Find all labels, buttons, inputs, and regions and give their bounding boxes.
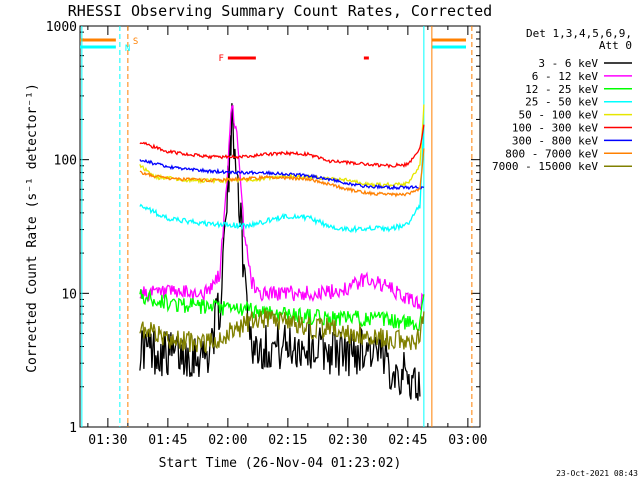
legend-entry-label: 300 - 800 keV [512, 134, 598, 147]
legend-entry-label: 6 - 12 keV [532, 70, 599, 83]
series-3-6-kev-line [139, 103, 421, 401]
marker-label: S [133, 37, 138, 47]
series-7000-15000-kev-line [139, 308, 425, 354]
y-tick-label: 10 [61, 287, 77, 302]
series-6-12-kev-line [139, 104, 425, 312]
legend-entry-label: 3 - 6 keV [538, 57, 598, 70]
chart-title: RHESSI Observing Summary Count Rates, Co… [68, 2, 492, 20]
y-tick-label: 1 [69, 421, 77, 436]
y-tick-label: 1000 [46, 20, 77, 35]
x-tick-label: 03:00 [448, 433, 487, 448]
y-axis-label: Corrected Count Rate (s⁻¹ detector⁻¹) [25, 83, 40, 373]
series-100-300-kev-line [139, 124, 425, 169]
legend-entry-label: 100 - 300 keV [512, 122, 598, 135]
legend-entry-label: 50 - 100 keV [519, 109, 599, 122]
series-800-7000-kev-line [139, 148, 425, 198]
legend-header: Det 1,3,4,5,6,9, [526, 27, 632, 40]
series-50-100-kev-line [139, 104, 425, 189]
x-tick-label: 01:30 [88, 433, 127, 448]
flare-flag-label: F [218, 54, 223, 64]
legend-entry-label: 7000 - 15000 keV [492, 160, 598, 173]
x-tick-label: 02:00 [208, 433, 247, 448]
legend-header: Att 0 [599, 39, 632, 52]
x-axis-label: Start Time (26-Nov-04 01:23:02) [159, 456, 402, 471]
legend-entry-label: 25 - 50 keV [525, 96, 598, 109]
y-tick-label: 100 [54, 154, 77, 169]
time-markers: SN F [80, 26, 473, 427]
series-300-800-kev-line [139, 158, 425, 191]
plot-frame [79, 25, 481, 428]
legend-entry-label: 800 - 7000 keV [505, 147, 598, 160]
timestamp: 23-Oct-2021 08:43 [556, 469, 638, 478]
x-tick-label: 02:15 [268, 433, 307, 448]
series-25-50-kev-line [139, 125, 425, 234]
series-12-25-kev-line [139, 288, 425, 331]
legend-entry-label: 12 - 25 keV [525, 83, 598, 96]
data-series [139, 103, 425, 401]
marker-label: N [125, 44, 130, 54]
x-tick-label: 01:45 [148, 433, 187, 448]
x-tick-label: 02:45 [388, 433, 427, 448]
x-tick-label: 02:30 [328, 433, 367, 448]
axes: 1 10 100 1000 01:30 01:45 02:00 02:15 02:30 02:45… [46, 20, 488, 448]
